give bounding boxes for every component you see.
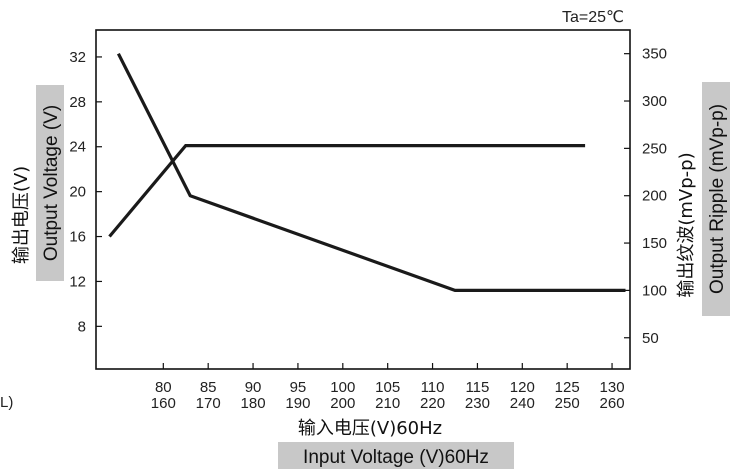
x-tick-label-top: 85: [200, 379, 217, 396]
x-tick-label-bottom: 220: [420, 395, 445, 412]
x-title-en: Input Voltage (V)60Hz: [303, 447, 489, 468]
x-tick-label-top: 80: [155, 379, 172, 396]
x-tick-label-top: 110: [421, 379, 445, 396]
y-right-tick-label: 250: [642, 140, 667, 157]
x-tick-label-top: 105: [375, 379, 400, 396]
x-tick-label-bottom: 230: [465, 395, 490, 412]
x-tick-label-bottom: 210: [375, 395, 400, 412]
y-right-tick-label: 300: [642, 93, 667, 110]
x-tick-label-bottom: 250: [555, 395, 580, 412]
x-title-en-box: [278, 442, 514, 469]
y-left-tick-label: 24: [69, 139, 86, 156]
y-left-tick-label: 8: [78, 318, 86, 335]
y-left-title-en-box: [36, 85, 64, 281]
x-tick-label-top: 130: [600, 379, 625, 396]
x-tick-label-top: 90: [245, 379, 262, 396]
x-tick-label-bottom: 160: [151, 395, 176, 412]
x-tick-label-top: 120: [510, 379, 535, 396]
x-tick-label-bottom: 200: [330, 395, 355, 412]
y-right-tick-label: 50: [642, 330, 659, 347]
x-tick-label-bottom: 240: [510, 395, 535, 412]
x-title-cn: 输入电压(V)60Hz: [298, 418, 442, 439]
y-right-tick-label: 150: [642, 235, 667, 252]
x-tick-label-top: 95: [290, 379, 307, 396]
condition-label: Ta=25℃: [562, 9, 624, 26]
x-tick-label-bottom: 170: [196, 395, 221, 412]
x-tick-label-top: 115: [465, 379, 489, 396]
y-left-tick-label: 20: [69, 184, 86, 201]
output-voltage-line: [108, 144, 586, 238]
x-tick-label-top: 100: [330, 379, 355, 396]
y-left-tick-label: 12: [69, 273, 86, 290]
output-ripple-line: [116, 52, 626, 292]
y-left-tick-label: 28: [69, 94, 86, 111]
x-tick-label-bottom: 180: [241, 395, 266, 412]
stray-text: L): [0, 394, 13, 411]
y-right-tick-label: 100: [642, 282, 667, 299]
plot-frame: [95, 29, 631, 370]
y-right-tick-label: 200: [642, 188, 667, 205]
y-left-title-en: Output Voltage (V): [41, 105, 62, 261]
y-right-title-en-box: [702, 82, 730, 316]
y-left-tick-label: 32: [69, 49, 86, 66]
y-left-title-cn: 输出电压(V): [11, 166, 32, 264]
x-tick-label-bottom: 260: [600, 395, 625, 412]
x-tick-label-top: 125: [555, 379, 580, 396]
y-right-tick-label: 350: [642, 46, 667, 63]
y-right-title-cn: 输出纹波(mVp-p): [676, 152, 697, 297]
y-left-tick-label: 16: [69, 229, 86, 246]
x-tick-label-bottom: 190: [285, 395, 310, 412]
y-right-title-en: Output Ripple (mVp-p): [707, 104, 728, 294]
